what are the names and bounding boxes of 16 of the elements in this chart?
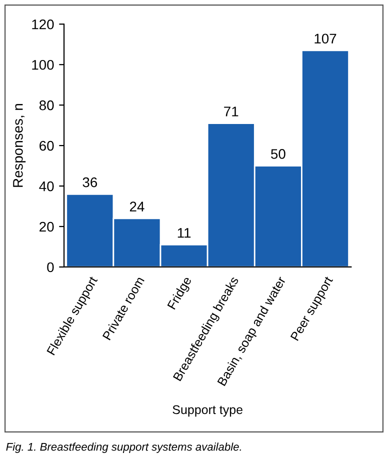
y-tick-label: 80 (39, 100, 54, 110)
caption: Fig. 1. Breastfeeding support systems available. (6, 442, 241, 453)
data-label: 71 (224, 106, 238, 116)
y-tick-label: 20 (40, 222, 54, 232)
y-tick-label: 60 (40, 140, 54, 151)
x-axis-title: Support type (172, 405, 242, 417)
y-axis-title: Responses, n (13, 104, 26, 187)
y-tick-label: 40 (39, 181, 54, 192)
y-tick-label: 120 (32, 19, 54, 30)
data-label: 24 (130, 202, 144, 212)
data-label: 107 (314, 34, 336, 44)
data-label: 36 (82, 177, 98, 188)
y-tick-label: 0 (47, 262, 54, 272)
y-tick-label: 100 (32, 60, 54, 70)
data-label: 50 (271, 149, 286, 159)
data-label: 11 (178, 228, 191, 238)
